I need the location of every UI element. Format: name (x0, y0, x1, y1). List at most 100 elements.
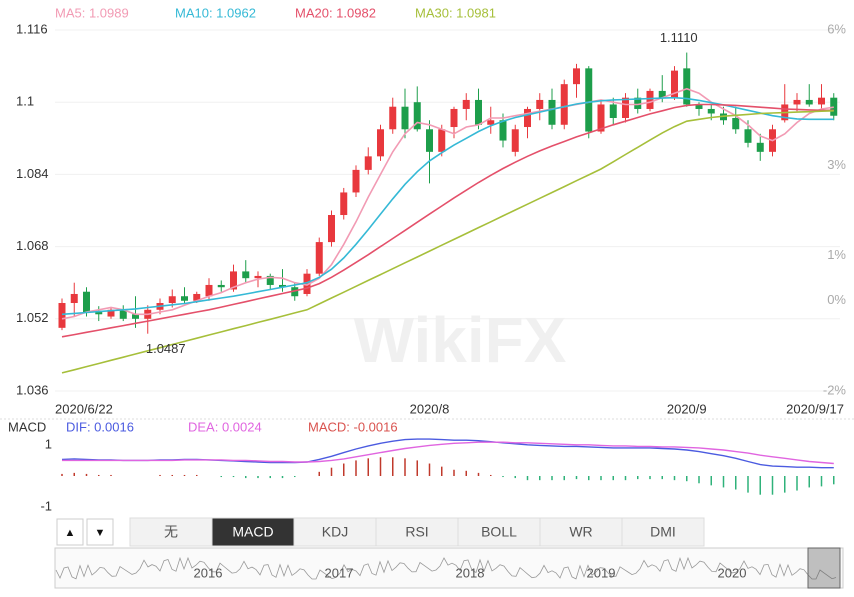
y2-tick-label: 3% (827, 157, 846, 172)
navigator (54, 547, 844, 589)
macd-bar (490, 474, 492, 476)
candle-body (119, 309, 127, 319)
y-tick-label: 1.116 (16, 21, 48, 36)
candle-body (426, 129, 433, 152)
navigator-window[interactable] (807, 547, 841, 589)
candle-body (279, 284, 286, 288)
candle-body (695, 104, 703, 109)
macd-bar (649, 476, 651, 480)
candle-body (132, 314, 139, 319)
candle-body (205, 284, 213, 297)
macd-bar (575, 476, 578, 480)
candle-body (683, 68, 691, 105)
candle-body (475, 99, 482, 125)
arrow-button[interactable] (56, 518, 84, 546)
macd-bar (784, 476, 786, 493)
navigator-year: 2020 (718, 565, 747, 580)
macd-bar (551, 476, 553, 481)
candle-body (193, 293, 201, 301)
arrow-icon[interactable]: ▲ (65, 527, 76, 539)
macd-bar (710, 476, 712, 486)
y-tick-label: 1.084 (16, 166, 49, 181)
candle-body (340, 192, 348, 216)
macd-bar (833, 476, 835, 485)
tab-label[interactable]: KDJ (322, 524, 348, 540)
macd-y-tick-label: 1 (45, 436, 52, 451)
macd-bar (294, 476, 296, 478)
y2-tick-label: 0% (827, 292, 846, 307)
tab[interactable] (539, 517, 623, 547)
candle-body (732, 117, 740, 130)
candle-body (377, 129, 384, 157)
candle-body (389, 106, 397, 130)
candle-body (352, 169, 360, 193)
macd-bar (808, 476, 810, 488)
macd-bar (722, 476, 725, 488)
macd-bar (367, 458, 369, 476)
tab-label[interactable]: WR (569, 524, 592, 540)
tab-label[interactable]: RSI (405, 524, 428, 540)
candle-body (671, 70, 678, 98)
macd-bar (453, 469, 455, 476)
macd-bar (820, 476, 823, 487)
macd-bar (281, 476, 284, 479)
tab-label[interactable]: MACD (232, 524, 273, 540)
candle-body (597, 104, 605, 132)
macd-bar (686, 476, 688, 482)
candle-body (573, 68, 580, 85)
candle-body (438, 129, 446, 152)
macd-bar (392, 457, 394, 476)
macd-bar (343, 463, 345, 476)
macd-title: MACD (8, 419, 46, 434)
candle-body (499, 120, 507, 141)
candle-body (70, 293, 78, 304)
x-tick-label: 2020/9/17 (786, 401, 844, 416)
macd-bar (673, 476, 676, 481)
y-tick-label: 1.068 (16, 238, 49, 253)
macd-bar (318, 471, 320, 476)
candle-body (622, 97, 629, 118)
candle-body (217, 284, 225, 288)
tab[interactable] (457, 517, 541, 547)
candle-body (744, 129, 752, 143)
candle-body (560, 84, 568, 125)
macd-bar (661, 476, 663, 480)
macd-y-tick-label: -1 (40, 499, 52, 514)
macd-bar (465, 470, 467, 476)
tab-label[interactable]: DMI (650, 524, 676, 540)
ma-line (61, 110, 834, 374)
arrow-icon[interactable]: ▼ (95, 527, 106, 539)
candle-body (95, 312, 103, 315)
candle-body (585, 68, 593, 132)
macd-bar (196, 474, 198, 476)
candle-body (107, 309, 115, 317)
candle-body (168, 296, 176, 304)
macd-bar (171, 474, 173, 476)
y-tick-label: 1.052 (16, 310, 49, 325)
ma-line (61, 103, 834, 338)
legend-entry: MA10: 1.0962 (175, 5, 256, 20)
candle-body (511, 129, 519, 152)
candle-body (450, 108, 458, 128)
macd-bar (245, 476, 247, 479)
candle-body (548, 99, 556, 125)
candle-body (328, 215, 335, 243)
candle-body (646, 90, 654, 109)
tab-label[interactable]: 无 (164, 524, 178, 540)
tab-label[interactable]: BOLL (481, 524, 517, 540)
macd-legend: MACD: -0.0016 (308, 419, 398, 434)
tab[interactable] (621, 517, 705, 547)
macd-bar (416, 460, 418, 476)
macd-bar (379, 457, 382, 476)
tab[interactable] (129, 517, 213, 547)
legend-entry: MA5: 1.0989 (55, 5, 129, 20)
tab[interactable] (211, 517, 295, 547)
candle-body (707, 108, 715, 114)
arrow-button[interactable] (86, 518, 114, 546)
macd-bar (110, 474, 112, 476)
macd-bar (159, 474, 161, 476)
macd-bar (355, 460, 357, 476)
candle-body (401, 106, 409, 130)
candle-body (830, 97, 838, 116)
